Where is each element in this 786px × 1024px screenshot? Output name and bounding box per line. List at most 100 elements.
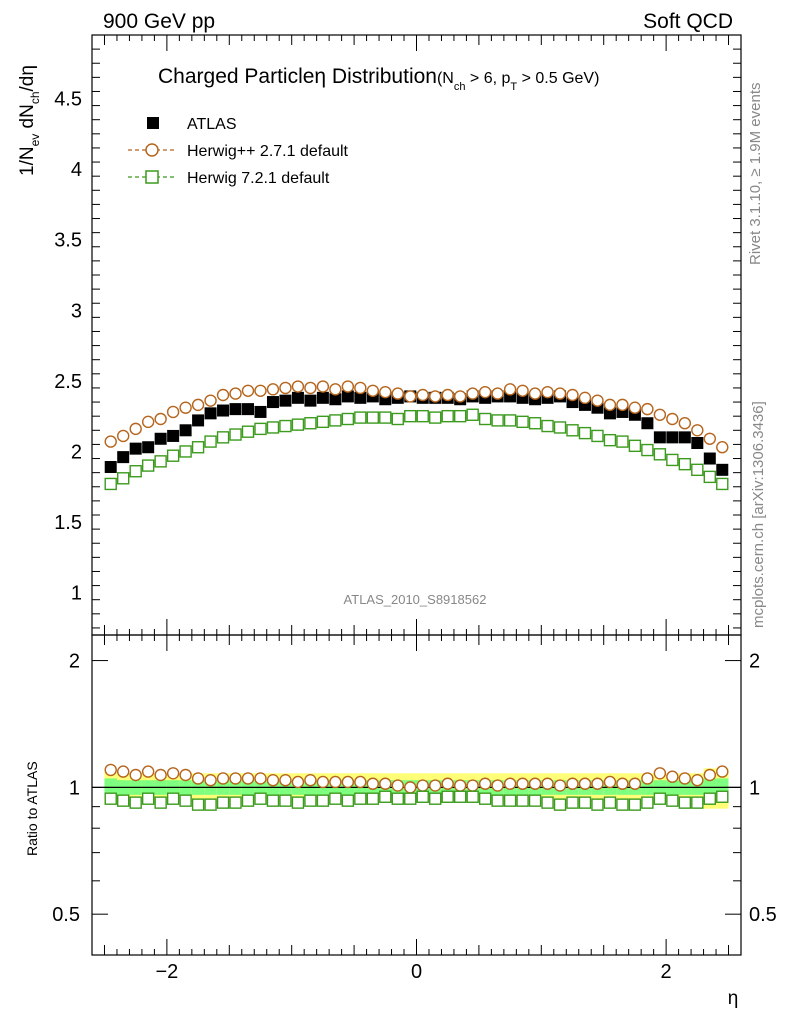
plot-title-main: Charged Particleη Distribution xyxy=(158,65,437,88)
herwig7-ratio-point xyxy=(316,794,330,807)
herwig7-ratio-point xyxy=(241,794,255,807)
ratio-y-tick-label: 2 xyxy=(69,651,80,673)
legend-herwig7-label: Herwig 7.2.1 default xyxy=(187,170,330,187)
herwig7-ratio-point xyxy=(279,794,292,807)
x-tick-label: 2 xyxy=(661,961,672,983)
herwig7-ratio-point xyxy=(204,798,217,811)
atlas-point xyxy=(167,429,180,442)
herwigpp-point xyxy=(503,383,517,396)
herwig7-ratio-point xyxy=(291,796,305,809)
ylabel-part-b-sub: ch xyxy=(28,91,42,104)
atlas-point xyxy=(179,424,192,437)
herwig7-ratio-point xyxy=(503,794,517,807)
herwigpp-point xyxy=(241,384,255,397)
atlas-point xyxy=(641,417,654,430)
herwigpp-point xyxy=(391,387,404,400)
herwig7-ratio-point xyxy=(379,790,392,803)
herwigpp-point xyxy=(416,388,429,402)
herwigpp-ratio-point xyxy=(553,779,567,792)
herwigpp-ratio-point xyxy=(316,775,330,789)
herwigpp-ratio-point xyxy=(329,775,342,789)
herwigpp-ratio-point xyxy=(354,775,367,789)
herwigpp-point xyxy=(366,384,380,397)
herwig7-ratio-point xyxy=(354,792,367,805)
herwigpp-point xyxy=(117,429,130,443)
herwig7-ratio-point xyxy=(191,798,205,811)
herwigpp-point xyxy=(216,388,230,402)
atlas-point xyxy=(703,452,716,465)
herwigpp-point xyxy=(404,390,417,403)
main-y-tick-label: 4.5 xyxy=(54,89,82,111)
herwig7-ratio-point xyxy=(641,796,654,809)
herwigpp-ratio-point xyxy=(666,770,679,783)
herwigpp-ratio-point xyxy=(703,768,716,782)
atlas-point xyxy=(716,463,729,476)
herwig7-point xyxy=(578,426,592,440)
herwig7-ratio-point xyxy=(266,794,280,807)
mcplots-label: mcplots.cern.ch [arXiv:1306.3436] xyxy=(750,401,767,628)
main-y-tick-label: 2.5 xyxy=(54,371,82,393)
plot-title-cut-sub1: ch xyxy=(454,81,466,93)
herwig7-point xyxy=(666,453,679,467)
herwig7-point xyxy=(154,455,167,468)
herwigpp-ratio-point xyxy=(204,773,217,787)
herwigpp-point xyxy=(678,417,692,430)
herwigpp-ratio-point xyxy=(341,775,355,789)
x-tick-label: 0 xyxy=(411,961,422,983)
atlas-point xyxy=(341,390,354,403)
herwig7-ratio-point xyxy=(591,798,604,811)
herwigpp-point xyxy=(291,380,305,393)
herwig7-point xyxy=(391,412,404,426)
herwig7-point xyxy=(291,418,305,431)
herwigpp-ratio-point xyxy=(104,763,117,777)
herwigpp-point xyxy=(603,398,617,412)
herwigpp-ratio-point xyxy=(616,777,629,790)
atlas-point xyxy=(242,403,255,416)
herwig7-ratio-point xyxy=(154,796,167,809)
ratio-axes: −2 0 2 0.5 0.5 1 1 2 2 xyxy=(52,635,777,983)
herwigpp-point xyxy=(154,412,167,426)
atlas-point xyxy=(329,393,342,406)
herwigpp-point xyxy=(166,405,180,419)
legend-herwigpp-marker xyxy=(145,143,159,157)
ratio-y-axis-label: Ratio to ATLAS xyxy=(24,761,40,856)
plot-title-cut-sub2: T xyxy=(510,81,517,93)
atlas-point xyxy=(254,405,267,418)
atlas-point xyxy=(279,394,292,407)
herwigpp-ratio-point xyxy=(366,777,380,790)
main-y-tick-label: 3.5 xyxy=(54,230,82,252)
atlas-point xyxy=(304,394,317,407)
herwigpp-ratio-point xyxy=(154,768,167,782)
herwig7-ratio-point xyxy=(703,792,716,805)
herwigpp-ratio-point xyxy=(254,772,267,785)
herwig7-ratio-point xyxy=(566,796,579,809)
legend-atlas-label: ATLAS xyxy=(187,116,237,133)
herwig7-ratio-point xyxy=(478,792,492,805)
herwig7-point xyxy=(716,477,729,491)
herwig7-point xyxy=(229,428,242,441)
herwigpp-point xyxy=(141,415,155,429)
plot-title-cut-suffix: > 0.5 GeV) xyxy=(517,70,599,87)
herwig7-point xyxy=(528,417,542,430)
herwig7-point xyxy=(441,409,454,423)
herwig7-ratio-point xyxy=(453,790,467,803)
atlas-point xyxy=(666,431,679,444)
main-y-tick-label: 3 xyxy=(71,300,82,322)
herwig7-point xyxy=(703,470,716,484)
herwigpp-point xyxy=(466,387,479,400)
herwig7-point xyxy=(541,419,554,433)
ylabel-part-c: /dη xyxy=(17,65,38,91)
herwig7-point xyxy=(379,411,392,424)
herwigpp-point xyxy=(379,385,392,399)
herwigpp-ratio-point xyxy=(441,777,454,790)
herwig7-point xyxy=(591,429,604,443)
herwig7-point xyxy=(129,465,142,478)
herwigpp-ratio-point xyxy=(478,777,492,790)
herwig7-ratio-point xyxy=(653,792,667,805)
plot-title-cut-mid: > 6, p xyxy=(465,70,510,87)
herwigpp-point xyxy=(591,394,604,407)
herwig7-ratio-point xyxy=(391,792,404,805)
herwigpp-point xyxy=(616,398,629,412)
atlas-point xyxy=(291,391,304,404)
